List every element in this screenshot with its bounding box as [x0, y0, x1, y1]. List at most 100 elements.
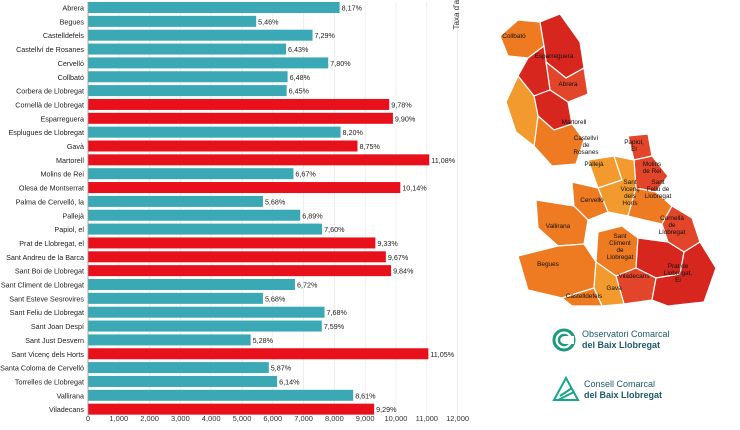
bar [88, 141, 358, 152]
bar [88, 237, 375, 248]
category-label: Castellví de Rosanes [16, 45, 84, 54]
bar [88, 251, 386, 262]
category-label: Sant Just Desvern [25, 336, 84, 345]
value-label: 8,17% [342, 4, 363, 13]
category-label: Molins de Rei [40, 170, 84, 179]
bar [88, 57, 328, 68]
bar [88, 99, 389, 110]
category-label: Esparreguera [40, 114, 84, 123]
value-label: 6,43% [288, 45, 309, 54]
map-label: Collbató [502, 33, 526, 40]
x-tick-label: 2,000 [140, 414, 159, 423]
map-label: Gavà [606, 285, 622, 292]
bar [88, 154, 429, 165]
bar [88, 265, 391, 276]
consell-line2: del Baix Llobregat [584, 390, 662, 401]
x-tick-label: 11,000 [416, 414, 438, 423]
map-label: Abrera [558, 81, 578, 88]
category-label: Esplugues de Llobregat [8, 128, 84, 137]
category-label: Vallirana [57, 391, 84, 400]
observatori-line2: del Baix Llobregat [582, 340, 670, 351]
bar [88, 127, 341, 138]
bar [88, 85, 287, 96]
category-label: Sant Esteve Sesrovires [9, 294, 84, 303]
value-label: 7,68% [327, 308, 348, 317]
bar [88, 362, 269, 373]
x-tick-label: 1,000 [109, 414, 128, 423]
observatori-line1: Observatori Comarcal [582, 329, 670, 340]
value-label: 6,72% [297, 281, 318, 290]
x-tick-label: 12,000 [446, 414, 469, 423]
map-label: Viladecans [618, 273, 649, 280]
bar [88, 2, 340, 13]
category-label: Castelldefels [43, 31, 85, 40]
map-label: Pallejà [584, 161, 604, 168]
observatori-icon [552, 328, 576, 352]
bar [88, 210, 300, 221]
bar [88, 71, 288, 82]
consell-logo: Consell Comarcal del Baix Llobregat [552, 376, 662, 404]
map-label: Martorell [562, 119, 587, 126]
value-label: 9,29% [376, 405, 397, 414]
value-label: 5,28% [253, 336, 274, 345]
consell-icon [552, 376, 580, 404]
map-label: Molins de Rei [643, 161, 661, 175]
value-label: 9,90% [395, 114, 416, 123]
x-tick-label: 10,000 [385, 414, 408, 423]
x-tick-label: 7,000 [294, 414, 313, 423]
category-label: Martorell [56, 156, 84, 165]
category-label: Torrelles de Llobregat [15, 377, 84, 386]
category-label: Viladecans [49, 405, 84, 414]
bar [88, 224, 322, 235]
consell-line1: Consell Comarcal [584, 379, 662, 390]
value-label: 9,78% [391, 100, 412, 109]
bar [88, 30, 313, 41]
category-label: Cornellà de Llobregat [15, 100, 84, 109]
bar [88, 390, 353, 401]
x-tick-label: 3,000 [171, 414, 190, 423]
map-label: Castelldefels [566, 293, 603, 300]
value-label: 5,68% [265, 294, 286, 303]
bar [88, 404, 374, 415]
bar [88, 376, 277, 387]
category-label: Collbató [58, 73, 84, 82]
value-label: 5,46% [258, 17, 279, 26]
y-axis-title: Taxa d'atur [452, 0, 466, 40]
x-tick-label: 6,000 [263, 414, 282, 423]
value-label: 8,61% [355, 391, 376, 400]
value-label: 7,29% [315, 31, 336, 40]
category-label: Sant Joan Despí [31, 322, 84, 331]
category-label: Sant Feliu de Llobregat [10, 308, 84, 317]
bar [88, 44, 286, 55]
value-label: 6,48% [290, 73, 311, 82]
observatori-logo: Observatori Comarcal del Baix Llobregat [552, 328, 670, 352]
value-label: 5,87% [271, 364, 292, 373]
value-label: 8,75% [360, 142, 381, 151]
x-tick-label: 8,000 [325, 414, 344, 423]
category-label: Cervelló [58, 59, 84, 68]
value-label: 9,33% [377, 239, 398, 248]
map-region [518, 244, 596, 298]
value-label: 9,84% [393, 267, 414, 276]
category-label: Sant Climent de Llobregat [1, 281, 84, 290]
category-label: Prat de Llobregat, el [19, 239, 84, 248]
baix-llobregat-map: Collbató Esparreguera Abrera Martorell Caste… [488, 6, 720, 306]
value-label: 7,59% [324, 322, 345, 331]
category-label: Papiol, el [54, 225, 84, 234]
bar [88, 168, 293, 179]
category-label: Olesa de Montserrat [19, 184, 84, 193]
bar [88, 334, 251, 345]
map-label: Esparreguera [535, 53, 574, 60]
value-label: 6,14% [279, 377, 300, 386]
category-label: Palma de Cervelló, la [16, 197, 84, 206]
value-label: 11,08% [431, 156, 455, 165]
category-label: Sant Andreu de la Barca [6, 253, 84, 262]
value-label: 7,60% [324, 225, 345, 234]
map-label: Begues [537, 261, 559, 268]
bar [88, 321, 322, 332]
bar [88, 16, 256, 27]
x-tick-label: 4,000 [202, 414, 221, 423]
category-label: Corbera de Llobregat [16, 87, 84, 96]
bar [88, 279, 295, 290]
category-label: Gavà [67, 142, 84, 151]
